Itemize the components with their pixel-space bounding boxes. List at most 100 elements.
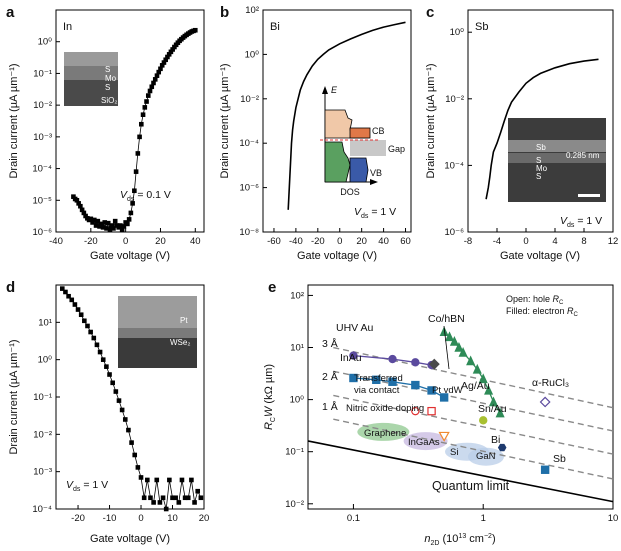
panel-e-label-pt-vdw: Pt vdW <box>432 385 463 396</box>
panel-d-point <box>195 488 201 494</box>
panel-d-point <box>154 477 160 483</box>
panel-d-point <box>72 302 78 307</box>
panel-d-point <box>119 407 125 413</box>
panel-d-point <box>145 477 150 483</box>
panel-e-point-uhv-au <box>388 354 397 364</box>
panel-d-point <box>107 372 112 377</box>
panel-e-point-ag-au <box>495 407 505 418</box>
panel-a-point <box>145 93 151 98</box>
d-xtick-label: 0 <box>138 513 143 524</box>
panel-e-quantum-limit-label: Quantum limit <box>432 479 510 493</box>
c-ytick-label: 10⁻⁶ <box>445 227 465 238</box>
panel-a-inset-label-mo: Mo <box>105 74 117 83</box>
panel-e-region-gan <box>467 447 504 466</box>
panel-a-point <box>166 52 172 57</box>
panel-d-point <box>185 495 191 501</box>
panel-d-point <box>132 452 138 458</box>
c-xtick-label: 0 <box>523 236 528 247</box>
panel-e-quantum-limit-line <box>308 440 614 503</box>
panel-e-point-inau <box>427 386 436 395</box>
panel-c-inset: Sb S Mo S 0.285 nm <box>508 118 606 202</box>
panel-d-point <box>78 312 84 318</box>
b-xtick-label: -60 <box>267 236 281 247</box>
panel-a-point <box>107 227 113 232</box>
panel-a-point <box>154 73 160 78</box>
panel-d-point <box>135 465 141 470</box>
panel-a-point <box>126 217 132 222</box>
panel-a-point <box>158 66 163 72</box>
panel-d-point <box>141 495 147 501</box>
panel-a-point <box>192 27 198 33</box>
panel-b-frame <box>262 9 412 233</box>
panel-d-point <box>122 417 128 422</box>
panel-e-guide-line <box>333 418 614 480</box>
panel-d-point <box>173 495 178 501</box>
c-xtick-label: 12 <box>608 236 619 247</box>
panel-a-point <box>149 84 155 90</box>
e-xtick-label: 1 <box>481 513 486 524</box>
b-ytick-label: 10⁻² <box>240 94 259 105</box>
panel-a-point <box>170 47 175 52</box>
d-ytick-label: 10⁻³ <box>33 467 52 478</box>
panel-a-annotation: Vds = 0.1 V <box>120 189 171 203</box>
panel-e-region-graphene <box>357 422 410 441</box>
panel-e-line-uhv-au <box>353 354 432 366</box>
panel-d-point <box>82 318 87 324</box>
panel-d-ylabel: Drain current (µA µm⁻¹) <box>8 339 20 454</box>
c-ytick-label: 10⁻² <box>445 94 464 105</box>
d-ytick-label: 10⁻² <box>33 429 52 440</box>
panel-e-label-via-contact: via contact <box>354 385 400 396</box>
panel-e-point-uhv-au <box>411 358 420 367</box>
panel-a-point <box>88 216 94 222</box>
panel-b: b Bi E DOS CB Gap VB -60 -40 -20 0 20 40 60 10⁻… <box>219 4 412 262</box>
panel-b-marks <box>287 21 406 210</box>
panel-e-label-transferred: Transferred <box>354 373 403 384</box>
panel-c-metal: Sb <box>475 21 488 33</box>
panel-c-inset-label-mo: Mo <box>536 164 548 173</box>
panel-b-inset-vb <box>349 157 369 183</box>
panel-a-point <box>71 194 76 199</box>
panel-a-point <box>78 203 83 209</box>
panel-e-label-inau: InAu <box>340 352 362 364</box>
panel-e-legend-filled: Filled: electron RC <box>506 306 579 318</box>
panel-a-metal: In <box>63 21 72 33</box>
panel-e-point-uhv-au <box>349 351 358 360</box>
panel-b-label: b <box>220 4 229 21</box>
panel-d-point <box>163 506 169 512</box>
b-ytick-label: 10² <box>245 5 259 16</box>
panel-d-point <box>110 380 115 386</box>
panel-e-xlabel: n2D (1013 cm−2) <box>424 533 495 547</box>
panel-e-guide-label-1a: 1 Å <box>322 400 338 413</box>
d-xtick-label: -10 <box>103 513 117 524</box>
panel-c-frame <box>467 9 614 233</box>
panel-a-point <box>132 188 137 194</box>
panel-d-point <box>182 495 188 501</box>
panel-d-point <box>192 500 197 505</box>
panel-a-point <box>112 218 118 224</box>
panel-e-point-transferred-via-contact <box>411 406 420 416</box>
panel-e-point-ag-au <box>466 355 476 366</box>
panel-c-series-line <box>485 58 599 200</box>
panel-d-point <box>176 500 182 505</box>
panel-d-point <box>91 335 97 341</box>
e-ytick-label: 10⁻² <box>285 499 304 510</box>
c-ytick-label: 10⁰ <box>450 27 465 38</box>
panel-a-point <box>100 225 106 230</box>
panel-d-inset: Pt WSe₂ <box>118 296 197 368</box>
panel-b-annotation: Vds = 1 V <box>354 206 396 220</box>
panel-d-point <box>63 289 68 295</box>
panel-e-guide-line <box>333 394 614 455</box>
panel-e-ylabel: RCW (kΩ µm) <box>263 364 277 430</box>
e-ytick-label: 10² <box>290 290 304 301</box>
a-xtick-label: -40 <box>49 236 63 247</box>
panel-e-label-co-hbn: Co/hBN <box>428 313 465 325</box>
panel-c-label: c <box>426 4 434 21</box>
b-xtick-label: 0 <box>337 236 342 247</box>
panel-e-label-uhv-au: UHV Au <box>336 322 374 334</box>
panel-a-point <box>119 227 125 232</box>
panel-e-label-bi: Bi <box>491 434 500 446</box>
panel-a-point <box>161 60 167 65</box>
c-ytick-label: 10⁻⁴ <box>444 160 464 171</box>
panel-d-point <box>138 475 144 480</box>
